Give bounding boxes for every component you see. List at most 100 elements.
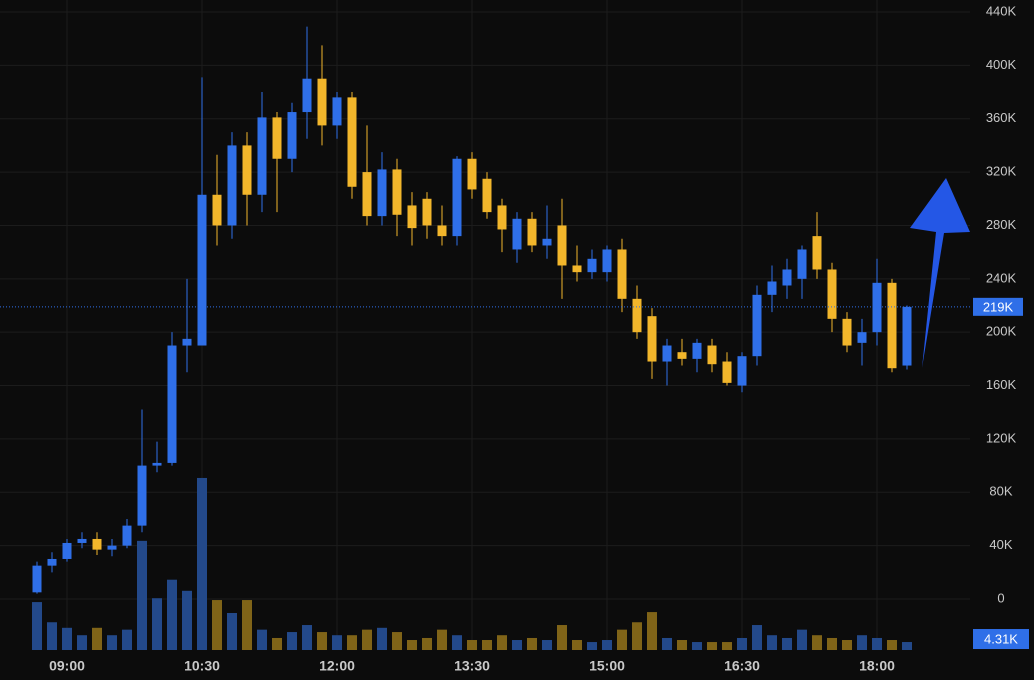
volume-bar: [632, 622, 642, 650]
candle-body: [497, 205, 507, 230]
x-tick-label: 12:00: [319, 658, 355, 674]
volume-bar: [92, 627, 102, 650]
volume-bar: [32, 602, 42, 650]
volume-bar: [617, 629, 627, 650]
candle-body: [542, 238, 552, 246]
candle-body: [92, 538, 102, 550]
candle-body: [107, 545, 117, 550]
volume-bar: [812, 635, 822, 650]
volume-bar: [302, 625, 312, 650]
volume-bar: [257, 629, 267, 650]
volume-bar: [362, 629, 372, 650]
x-tick-label: 13:30: [454, 658, 490, 674]
volume-bar: [437, 629, 447, 650]
candle-body: [677, 352, 687, 359]
volume-bar: [62, 627, 72, 650]
last-price-box: [973, 297, 1023, 316]
volume-bar: [407, 640, 417, 650]
y-tick-label: 440K: [986, 3, 1017, 18]
trend-arrow: [910, 178, 970, 368]
candle-body: [767, 281, 777, 295]
candle-body: [287, 112, 297, 159]
candle-body: [827, 269, 837, 319]
candle-body: [902, 306, 912, 366]
volume-bar: [212, 600, 222, 650]
last-price-label: 219K: [983, 299, 1014, 314]
volume-bar: [182, 590, 192, 650]
volume-bar: [497, 635, 507, 650]
candle-body: [602, 249, 612, 273]
volume-bar: [722, 642, 732, 650]
candle-body: [302, 78, 312, 113]
volume-bar: [737, 637, 747, 650]
volume-bar: [47, 622, 57, 650]
volume-bar: [152, 598, 162, 650]
candle-body: [572, 265, 582, 273]
candle-body: [122, 525, 132, 546]
y-tick-label: 360K: [986, 110, 1017, 125]
candle-body: [47, 558, 57, 566]
volume-bar: [587, 642, 597, 650]
candle-body: [692, 342, 702, 359]
candle-body: [707, 345, 717, 365]
volume-bar: [542, 640, 552, 650]
candle-body: [887, 282, 897, 369]
x-tick-label: 16:30: [724, 658, 760, 674]
volume-bar: [842, 640, 852, 650]
volume-bar: [227, 613, 237, 650]
candle-body: [62, 542, 72, 559]
last-volume-box: [973, 629, 1029, 650]
volume-bar: [422, 637, 432, 650]
candle-body: [317, 78, 327, 126]
volume-bar: [347, 635, 357, 650]
candle-body: [227, 145, 237, 226]
candle-body: [152, 462, 162, 466]
volume-bar: [392, 632, 402, 650]
candle-body: [752, 294, 762, 357]
candle-body: [782, 269, 792, 286]
candle-body: [467, 158, 477, 190]
volume-bar: [767, 635, 777, 650]
candle-body: [647, 316, 657, 362]
candle-body: [32, 565, 42, 593]
volume-bar: [557, 625, 567, 650]
candle-body: [242, 145, 252, 195]
volume-bar: [827, 637, 837, 650]
candle-body: [377, 169, 387, 217]
volume-bar: [782, 637, 792, 650]
candle-body: [452, 158, 462, 237]
volume-bar: [572, 640, 582, 650]
volume-bar: [797, 629, 807, 650]
volume-bar: [752, 625, 762, 650]
candle-body: [167, 345, 177, 463]
candle-body: [137, 465, 147, 526]
volume-bar: [467, 640, 477, 650]
volume-bar: [287, 632, 297, 650]
candle-body: [857, 332, 867, 343]
y-tick-label: 320K: [986, 164, 1017, 179]
candle-body: [662, 345, 672, 362]
candle-body: [557, 225, 567, 266]
volume-bar: [692, 642, 702, 650]
candle-body: [812, 236, 822, 270]
volume-bar: [77, 635, 87, 650]
volume-bar: [662, 637, 672, 650]
candle-body: [527, 218, 537, 246]
candle-body: [422, 198, 432, 226]
volume-bar: [857, 635, 867, 650]
candle-body: [332, 97, 342, 126]
volume-bar: [512, 640, 522, 650]
y-tick-label: 280K: [986, 217, 1017, 232]
last-volume-label: 4.31K: [984, 631, 1018, 646]
y-tick-label: 120K: [986, 430, 1017, 445]
volume-bar: [272, 637, 282, 650]
volume-bar: [482, 640, 492, 650]
candle-body: [212, 194, 222, 226]
candle-body: [392, 169, 402, 215]
candle-body: [617, 249, 627, 299]
candle-body: [77, 538, 87, 543]
candle-body: [737, 356, 747, 386]
candle-body: [437, 225, 447, 237]
